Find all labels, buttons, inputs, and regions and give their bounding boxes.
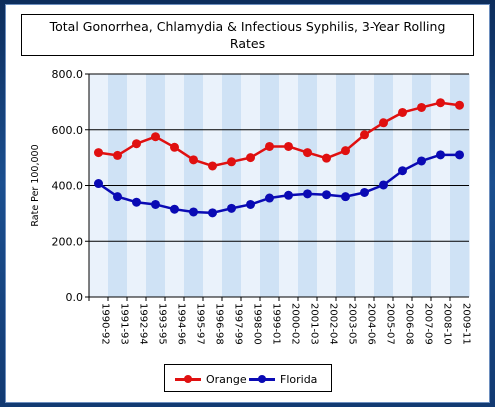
- x-tick-label: 2003-05: [347, 303, 358, 345]
- data-point-florida: [284, 190, 293, 200]
- data-point-florida: [189, 207, 198, 217]
- data-point-florida: [94, 179, 103, 189]
- data-point-orange: [436, 98, 445, 108]
- chart-title-line-1: Total Gonorrhea, Chlamydia & Infectious …: [49, 19, 446, 34]
- data-point-florida: [436, 150, 445, 160]
- data-point-florida: [132, 197, 141, 207]
- y-axis-label: Rate Per 100,000: [30, 144, 41, 226]
- data-point-florida: [398, 166, 407, 176]
- chart-title-line-2: Rates: [229, 36, 266, 51]
- data-point-florida: [227, 203, 236, 213]
- data-point-orange: [379, 118, 388, 128]
- data-point-florida: [151, 199, 160, 209]
- data-point-orange: [189, 155, 198, 165]
- x-tick-label: 1994-96: [176, 303, 187, 345]
- y-tick-label: 600.0: [52, 124, 84, 137]
- data-point-florida: [379, 180, 388, 190]
- y-tick-label: 400.0: [52, 180, 84, 193]
- legend-item-florida: Florida: [249, 372, 317, 386]
- data-point-orange: [265, 141, 274, 151]
- x-tick-label: 1992-94: [138, 303, 149, 345]
- x-tick-label: 2005-07: [385, 303, 396, 345]
- data-point-orange: [341, 146, 350, 156]
- x-tick-label: 2006-08: [404, 303, 415, 345]
- data-point-orange: [284, 141, 293, 151]
- legend-item-orange: Orange: [175, 372, 247, 386]
- legend-swatch-florida: [249, 374, 275, 383]
- y-tick-label: 200.0: [52, 235, 84, 248]
- x-tick-label: 1990-92: [100, 303, 111, 345]
- data-point-orange: [246, 153, 255, 163]
- x-tick-label: 2009-11: [461, 303, 472, 345]
- data-point-florida: [265, 193, 274, 203]
- data-point-florida: [113, 192, 122, 202]
- data-point-orange: [303, 148, 312, 158]
- data-point-florida: [417, 156, 426, 166]
- x-tick-label: 2002-04: [328, 303, 339, 345]
- x-tick-label: 1999-01: [271, 303, 282, 345]
- data-point-orange: [208, 161, 217, 171]
- data-point-florida: [303, 189, 312, 199]
- legend-swatch-orange: [175, 374, 201, 383]
- data-point-florida: [208, 208, 217, 218]
- data-point-florida: [170, 204, 179, 214]
- x-tick-label: 1993-95: [157, 303, 168, 345]
- data-point-orange: [94, 148, 103, 158]
- data-point-orange: [455, 100, 464, 110]
- data-point-orange: [227, 157, 236, 167]
- data-point-florida: [360, 187, 369, 197]
- data-point-florida: [341, 192, 350, 202]
- x-tick-label: 1995-97: [195, 303, 206, 345]
- data-point-florida: [322, 190, 331, 200]
- data-point-orange: [398, 107, 407, 117]
- x-tick-label: 1997-99: [233, 303, 244, 345]
- x-tick-label: 2004-06: [366, 303, 377, 345]
- chart-title: Total Gonorrhea, Chlamydia & Infectious …: [21, 14, 474, 56]
- x-tick-label: 2007-09: [423, 303, 434, 345]
- data-point-orange: [113, 150, 122, 160]
- y-tick-label: 800.0: [52, 68, 84, 81]
- data-point-orange: [151, 132, 160, 142]
- legend: Orange Florida: [164, 364, 332, 392]
- data-point-orange: [132, 139, 141, 149]
- x-tick-label: 2000-02: [290, 303, 301, 345]
- y-tick-label: 0.0: [66, 291, 84, 304]
- x-tick-label: 1991-93: [119, 303, 130, 345]
- data-point-orange: [322, 153, 331, 163]
- data-point-orange: [170, 142, 179, 152]
- x-tick-label: 2008-10: [442, 303, 453, 345]
- data-point-florida: [246, 199, 255, 209]
- x-tick-label: 2001-03: [309, 303, 320, 345]
- legend-label-florida: Florida: [280, 372, 318, 386]
- data-point-orange: [360, 130, 369, 140]
- data-point-orange: [417, 102, 426, 112]
- legend-label-orange: Orange: [206, 372, 247, 386]
- data-point-florida: [455, 150, 464, 160]
- x-tick-label: 1996-98: [214, 303, 225, 345]
- x-tick-label: 1998-00: [252, 303, 263, 345]
